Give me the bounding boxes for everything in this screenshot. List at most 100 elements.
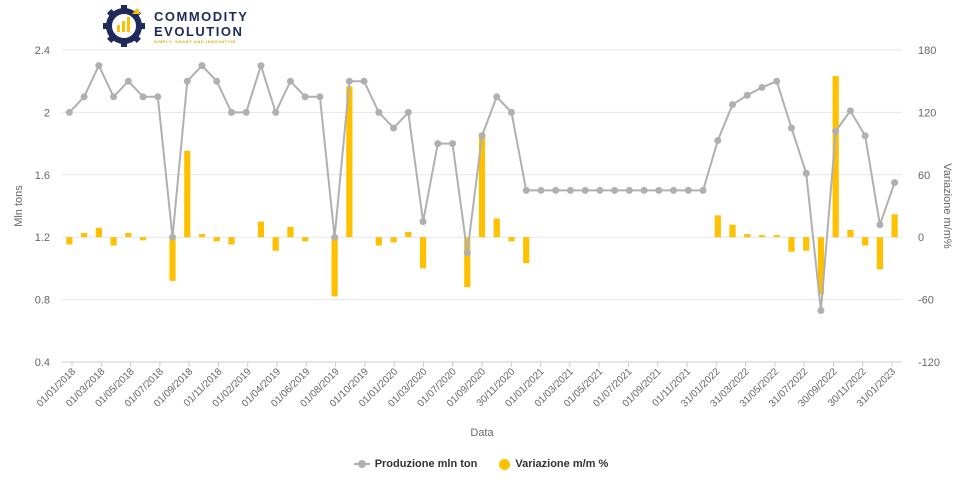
production-point [375, 108, 383, 116]
variation-bar [493, 218, 500, 238]
production-point [493, 93, 501, 101]
y-left-tick-label: 1.6 [35, 170, 50, 182]
y-left-axis-title: Mln tons [13, 185, 25, 227]
variation-bar [184, 150, 191, 238]
legend-item-production[interactable]: Produzione mln ton [353, 456, 478, 472]
production-point [743, 91, 751, 99]
legend-bar-marker-icon [499, 458, 511, 470]
variation-bar [862, 237, 869, 246]
production-point [139, 93, 147, 101]
variation-bar [891, 214, 898, 238]
variation-bar [346, 86, 353, 238]
variation-bar [228, 237, 235, 245]
variation-bar [758, 235, 766, 238]
production-point [876, 221, 884, 229]
y-right-axis-title: Variazione m/m% [941, 163, 953, 249]
brand-logo: COMMODITY EVOLUTION SIMPLY. SMART AND IN… [102, 4, 262, 48]
production-point [537, 186, 545, 194]
variation-bar [125, 233, 132, 238]
variation-bar [213, 237, 220, 242]
production-point [286, 77, 294, 85]
production-point [684, 186, 692, 194]
production-point [581, 186, 589, 194]
variation-bar [744, 234, 751, 238]
production-point [213, 77, 221, 85]
production-point [699, 186, 707, 194]
production-point [802, 169, 810, 177]
variation-bar [817, 237, 825, 295]
production-point [345, 77, 353, 85]
production-point [449, 140, 457, 148]
variation-bar [405, 232, 412, 238]
production-point [640, 186, 648, 194]
production-point [272, 108, 280, 116]
variation-bar [419, 237, 427, 269]
production-point [758, 83, 766, 91]
variation-bar [302, 237, 309, 242]
production-point [434, 140, 442, 148]
variation-bar [95, 227, 102, 238]
y-right-tick-label: 60 [918, 170, 930, 182]
production-point [552, 186, 560, 194]
variation-bar [110, 237, 117, 246]
production-point [611, 186, 619, 194]
production-point [183, 77, 191, 85]
variation-bar [169, 237, 176, 281]
production-point [360, 77, 368, 85]
legend-item-variation[interactable]: Variazione m/m % [499, 456, 608, 472]
production-point [729, 101, 737, 109]
chart-legend: Produzione mln ton Variazione m/m % [0, 456, 962, 472]
gear-logo-icon [103, 5, 145, 47]
production-point [419, 218, 427, 226]
y-right-tick-label: -120 [918, 357, 940, 369]
production-point [301, 93, 309, 101]
production-point [110, 93, 118, 101]
y-left-tick-label: 2.4 [35, 45, 50, 57]
brand-tagline: SIMPLY. SMART AND INNOVATIVE [154, 39, 236, 44]
production-point [463, 249, 471, 257]
y-left-tick-label: 0.4 [35, 357, 50, 369]
variation-bar [272, 237, 279, 251]
production-point [507, 108, 515, 116]
legend-label-production: Produzione mln ton [374, 458, 478, 470]
variation-bar [257, 221, 265, 238]
production-point [861, 132, 869, 140]
production-point [169, 233, 177, 241]
variation-bar [331, 237, 338, 297]
variation-bar [523, 237, 530, 264]
variation-bar [478, 133, 486, 238]
production-point [242, 108, 250, 116]
y-left-tick-label: 1.2 [35, 232, 50, 244]
y-right-tick-label: -60 [918, 295, 934, 307]
production-point [65, 108, 73, 116]
production-point [670, 186, 678, 194]
production-point [832, 127, 840, 135]
variation-bar [714, 215, 721, 238]
y-left-tick-label: 0.8 [35, 295, 50, 307]
production-point [257, 62, 265, 70]
variation-bar [66, 237, 73, 245]
variation-bar [390, 237, 397, 243]
production-point [773, 77, 781, 85]
variation-bar [788, 237, 795, 252]
production-point [787, 124, 795, 132]
production-point [95, 62, 103, 70]
variation-bar [81, 233, 88, 238]
production-point [817, 307, 825, 315]
variation-bar [847, 229, 854, 238]
variation-bar [375, 237, 382, 246]
y-right-tick-label: 180 [918, 45, 936, 57]
variation-bar [803, 237, 810, 251]
brand-name-line2: EVOLUTION [154, 24, 244, 39]
production-point [566, 186, 574, 194]
variation-bar [508, 237, 515, 242]
variation-bar [832, 76, 839, 238]
variation-bar [464, 237, 471, 288]
production-point [124, 77, 132, 85]
production-point [198, 62, 206, 70]
y-right-tick-label: 0 [918, 232, 924, 244]
y-left-tick-label: 2 [44, 107, 50, 119]
production-point [316, 93, 324, 101]
